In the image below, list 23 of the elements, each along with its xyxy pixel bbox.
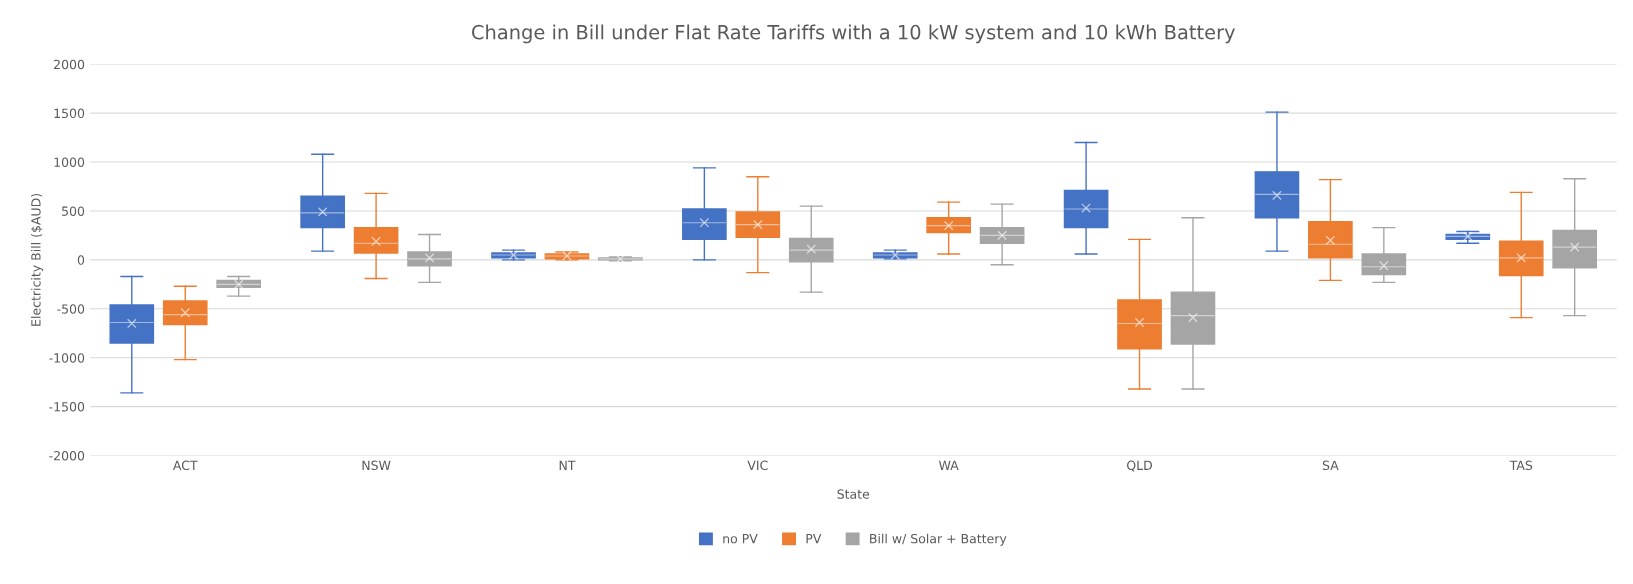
y-tick-label: -500 bbox=[57, 304, 85, 314]
y-tick-label: 500 bbox=[62, 206, 85, 216]
x-tick-label: WA bbox=[938, 460, 959, 470]
y-tick-label: 0 bbox=[77, 255, 85, 265]
x-axis-title: State bbox=[837, 489, 870, 499]
x-tick-label: NSW bbox=[362, 460, 391, 471]
y-tick-label: -1500 bbox=[49, 402, 85, 412]
y-tick-label: 1500 bbox=[54, 108, 85, 119]
legend-label: Bill w/ Solar + Battery bbox=[870, 533, 1007, 546]
x-tick-label: TAS bbox=[1509, 460, 1533, 471]
x-tick-label: ACT bbox=[172, 460, 198, 471]
legend-label: no PV bbox=[723, 534, 758, 544]
x-tick-label: NT bbox=[559, 460, 576, 470]
legend-label: PV bbox=[806, 534, 822, 544]
y-axis-title: Electricity Bill ($AUD) bbox=[30, 193, 44, 326]
y-tick-label: -1000 bbox=[49, 353, 85, 363]
x-tick-label: VIC bbox=[747, 460, 768, 471]
y-tick-label: 1000 bbox=[54, 157, 85, 167]
x-tick-label: SA bbox=[1322, 460, 1339, 471]
x-tick-label: QLD bbox=[1127, 460, 1152, 472]
y-tick-label: -2000 bbox=[49, 450, 85, 461]
chart-title: Change in Bill under Flat Rate Tariffs with a 10 kW system and 10 kWh Battery bbox=[472, 24, 1236, 44]
y-tick-label: 2000 bbox=[54, 59, 85, 70]
